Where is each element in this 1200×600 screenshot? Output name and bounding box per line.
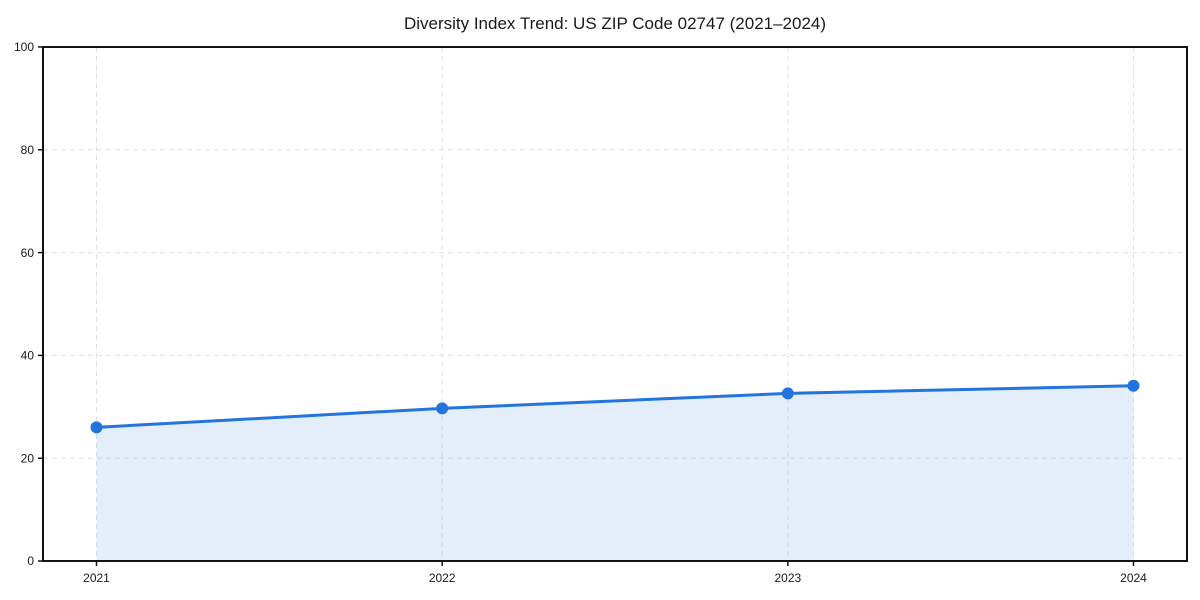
y-tick-label: 20: [21, 451, 35, 465]
tick-layer: 0 20 40 60 80 100 2021 2022 2023 2024: [14, 40, 1147, 585]
data-point-marker: [436, 402, 449, 415]
x-tick-label: 2021: [83, 571, 110, 585]
y-tick-label: 0: [27, 554, 34, 568]
x-tick-label: 2023: [774, 571, 801, 585]
series-layer: [90, 379, 1140, 561]
data-point-marker: [781, 387, 794, 400]
area-fill: [96, 385, 1134, 561]
y-tick-label: 40: [21, 349, 35, 363]
y-tick-label: 60: [21, 246, 35, 260]
trend-line: [95, 384, 1135, 429]
data-point-marker: [90, 421, 103, 434]
y-tick-label: 100: [14, 40, 34, 54]
chart-title: Diversity Index Trend: US ZIP Code 02747…: [404, 14, 826, 33]
x-tick-label: 2022: [429, 571, 456, 585]
x-tick-label: 2024: [1120, 571, 1147, 585]
plot-frame: [42, 46, 1188, 562]
y-tick-label: 80: [21, 143, 35, 157]
grid-layer: [43, 47, 1187, 561]
data-point-marker: [1127, 379, 1140, 392]
axes-frame: [42, 46, 1188, 562]
